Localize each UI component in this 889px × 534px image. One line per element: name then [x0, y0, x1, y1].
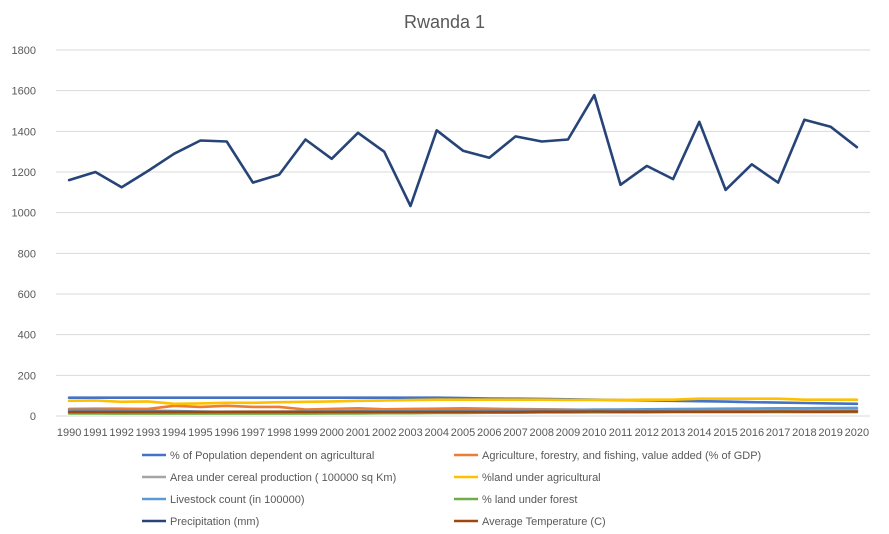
x-tick-label: 2006	[477, 427, 501, 439]
legend-item: Agriculture, forestry, and fishing, valu…	[454, 450, 761, 462]
y-tick-label: 1600	[12, 86, 36, 98]
y-tick-label: 600	[18, 289, 36, 301]
y-tick-label: 1000	[12, 208, 36, 220]
x-tick-label: 2007	[503, 427, 527, 439]
y-tick-label: 800	[18, 248, 36, 260]
x-tick-label: 1997	[241, 427, 265, 439]
x-tick-label: 2005	[451, 427, 475, 439]
x-tick-label: 1990	[57, 427, 81, 439]
x-tick-label: 2019	[818, 427, 842, 439]
x-tick-label: 1998	[267, 427, 291, 439]
gridlines	[56, 49, 870, 417]
x-tick-label: 2013	[661, 427, 685, 439]
legend-label: Agriculture, forestry, and fishing, valu…	[482, 450, 761, 462]
legend-item: Precipitation (mm)	[142, 516, 259, 528]
x-tick-label: 2002	[372, 427, 396, 439]
x-tick-label: 2016	[740, 427, 764, 439]
y-tick-label: 1800	[12, 45, 36, 57]
legend-item: %land under agricultural	[454, 472, 601, 484]
x-axis-ticks: 1990 1991 1992 1993 1994 1995 1996 1997 1998 1999…	[57, 427, 869, 439]
x-tick-label: 2009	[556, 427, 580, 439]
x-tick-label: 1999	[293, 427, 317, 439]
x-tick-label: 1994	[162, 427, 186, 439]
legend-label: %land under agricultural	[482, 472, 601, 484]
y-tick-label: 1400	[12, 126, 36, 138]
legend-label: Average Temperature (C)	[482, 516, 606, 528]
y-tick-label: 1200	[12, 167, 36, 179]
series-lines	[67, 93, 859, 415]
series-line-3	[67, 397, 859, 406]
legend-label: % land under forest	[482, 494, 577, 506]
x-tick-label: 2001	[346, 427, 370, 439]
legend-label: Area under cereal production ( 100000 sq…	[170, 472, 396, 484]
x-tick-label: 2000	[319, 427, 343, 439]
legend-label: % of Population dependent on agricultura…	[170, 450, 374, 462]
legend-item: Average Temperature (C)	[454, 516, 606, 528]
x-tick-label: 1995	[188, 427, 212, 439]
x-tick-label: 2008	[530, 427, 554, 439]
chart-title: Rwanda 1	[404, 12, 485, 32]
y-tick-label: 400	[18, 330, 36, 342]
x-tick-label: 2017	[766, 427, 790, 439]
series-line-0	[67, 396, 859, 406]
x-tick-label: 2020	[845, 427, 869, 439]
x-tick-label: 1992	[109, 427, 133, 439]
legend-item: Area under cereal production ( 100000 sq…	[142, 472, 396, 484]
x-tick-label: 2004	[424, 427, 448, 439]
x-tick-label: 2014	[687, 427, 711, 439]
legend-item: Livestock count (in 100000)	[142, 494, 305, 506]
series-line-6	[67, 93, 859, 208]
legend-label: Livestock count (in 100000)	[170, 494, 305, 506]
legend: % of Population dependent on agricultura…	[142, 450, 761, 528]
x-tick-label: 1991	[83, 427, 107, 439]
x-tick-label: 2015	[713, 427, 737, 439]
x-tick-label: 2010	[582, 427, 606, 439]
legend-label: Precipitation (mm)	[170, 516, 259, 528]
y-axis-ticks: 0 200 400 600 800 1000 1200 1400 1600 1800	[12, 45, 36, 423]
x-tick-label: 2003	[398, 427, 422, 439]
y-tick-label: 200	[18, 370, 36, 382]
legend-item: % land under forest	[454, 494, 577, 506]
legend-item: % of Population dependent on agricultura…	[142, 450, 374, 462]
x-tick-label: 2012	[635, 427, 659, 439]
x-tick-label: 2011	[609, 427, 633, 439]
x-tick-label: 1996	[214, 427, 238, 439]
y-tick-label: 0	[30, 411, 36, 423]
x-tick-label: 1993	[136, 427, 160, 439]
x-tick-label: 2018	[792, 427, 816, 439]
